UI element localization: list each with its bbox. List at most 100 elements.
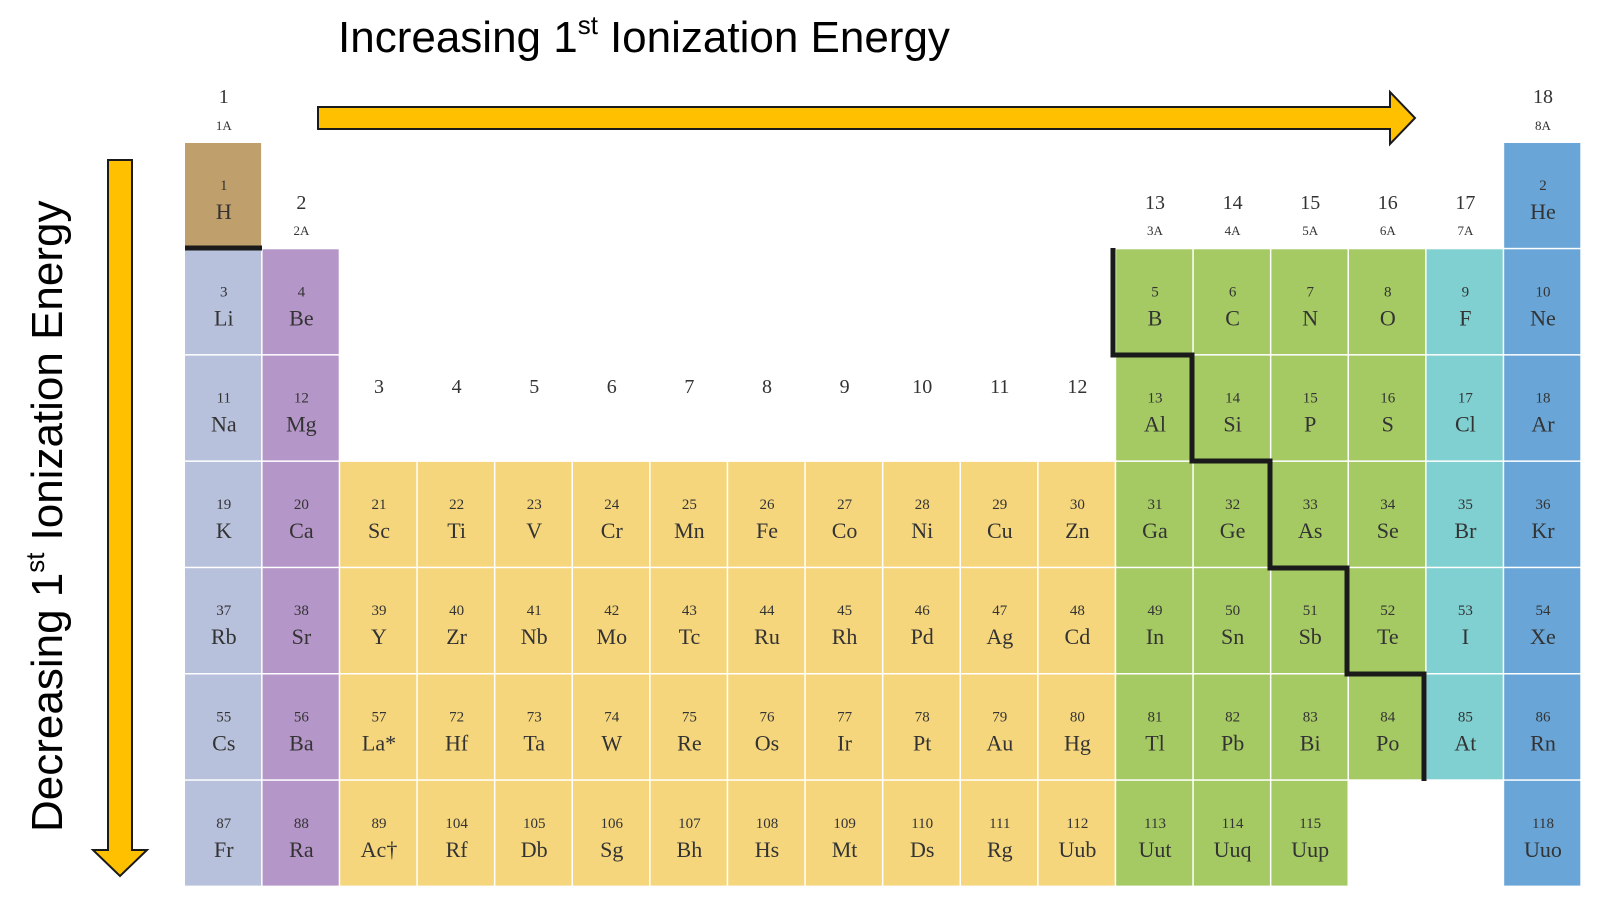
element-symbol: Uup [1291,837,1329,862]
atomic-number: 49 [1148,603,1163,619]
group-number: 9 [840,376,850,398]
atomic-number: 82 [1225,710,1240,726]
atomic-number: 30 [1070,497,1085,513]
element-cell [1349,568,1426,673]
element-cell [262,461,339,567]
element-symbol: Pd [911,624,934,649]
element-symbol: Ti [447,518,466,543]
element-cell [1504,780,1581,886]
atomic-number: 80 [1070,710,1085,726]
element-cell [961,461,1038,567]
atomic-number: 88 [294,816,309,832]
atomic-number: 73 [527,710,542,726]
element-cell [883,674,960,780]
group-label: 7A [1457,223,1474,238]
element-cell [495,568,572,673]
element-symbol: As [1298,518,1322,543]
element-symbol: Ir [837,731,852,756]
element-cell [1116,249,1193,355]
element-symbol: Pb [1221,731,1244,756]
element-cell [1193,249,1270,355]
group-number: 1 [219,86,229,108]
element-cell [728,461,805,567]
element-cell [573,461,650,567]
element-symbol: Sr [292,624,312,649]
cells: 1 H 2 He 3 Li 4 Be 5 B 6 C 7 N 8 O 9 F 10 Ne 11 Na 12 Mg 13 Al 14 S… [185,143,1581,886]
element-symbol: Uuo [1524,837,1562,862]
element-cell [883,568,960,673]
atomic-number: 77 [837,710,853,726]
atomic-number: 37 [216,603,232,619]
element-symbol: Ds [910,837,934,862]
group-number: 18 [1533,86,1553,108]
element-symbol: Co [832,518,858,543]
element-cell [1193,355,1270,461]
atomic-number: 15 [1303,391,1318,407]
atomic-number: 47 [992,603,1008,619]
element-symbol: Sb [1299,624,1322,649]
element-symbol: Uut [1139,837,1172,862]
group-label: 1A [216,118,233,133]
atomic-number: 52 [1380,603,1395,619]
element-cell [883,780,960,886]
group-number: 3 [374,376,384,398]
element-symbol: Se [1377,518,1399,543]
element-symbol: Ni [911,518,933,543]
element-cell [262,355,339,461]
atomic-number: 51 [1303,603,1318,619]
element-symbol: Hg [1064,731,1091,756]
metal-nonmetal-line [1110,248,1427,781]
element-cell [1116,780,1193,886]
group-label: 3A [1147,223,1164,238]
atomic-number: 24 [604,497,620,513]
element-cell [1349,249,1426,355]
element-symbol: Cs [212,731,235,756]
element-cell [728,780,805,886]
element-symbol: Li [214,305,234,330]
element-symbol: Tl [1145,731,1165,756]
atomic-number: 12 [294,391,309,407]
group-label: 2A [293,223,310,238]
atomic-number: 13 [1148,391,1163,407]
group-label: 6A [1380,223,1397,238]
element-cell [185,143,262,248]
atomic-number: 87 [216,816,232,832]
element-cell [650,568,727,673]
element-cell [1349,461,1426,567]
group-number: 12 [1067,376,1087,398]
atomic-number: 33 [1303,497,1318,513]
element-symbol: Rf [446,837,469,862]
element-cell [262,674,339,780]
element-symbol: Rb [211,624,237,649]
element-symbol: Ru [754,624,780,649]
atomic-number: 48 [1070,603,1085,619]
element-cell [185,568,262,673]
element-cell [883,461,960,567]
atomic-number: 107 [678,816,701,832]
element-symbol: V [526,518,542,543]
atomic-number: 112 [1066,816,1088,832]
atomic-number: 5 [1151,284,1159,300]
element-cell [185,249,262,355]
element-symbol: Cr [601,518,624,543]
element-cell [650,674,727,780]
element-symbol: C [1225,305,1240,330]
element-symbol: Kr [1531,518,1555,543]
element-cell [1271,355,1348,461]
element-symbol: O [1380,305,1396,330]
element-symbol: Hf [445,731,469,756]
atomic-number: 20 [294,497,309,513]
atomic-number: 114 [1222,816,1244,832]
atomic-number: 79 [992,710,1007,726]
atomic-number: 81 [1148,710,1163,726]
element-symbol: Uub [1058,837,1096,862]
atomic-number: 4 [298,284,306,300]
group-number: 2 [296,192,306,214]
atomic-number: 75 [682,710,697,726]
element-cell [417,674,494,780]
element-symbol: Ne [1530,305,1556,330]
element-symbol: Mg [286,412,317,437]
atomic-number: 89 [372,816,387,832]
element-symbol: In [1146,624,1164,649]
group-number: 14 [1223,192,1243,214]
